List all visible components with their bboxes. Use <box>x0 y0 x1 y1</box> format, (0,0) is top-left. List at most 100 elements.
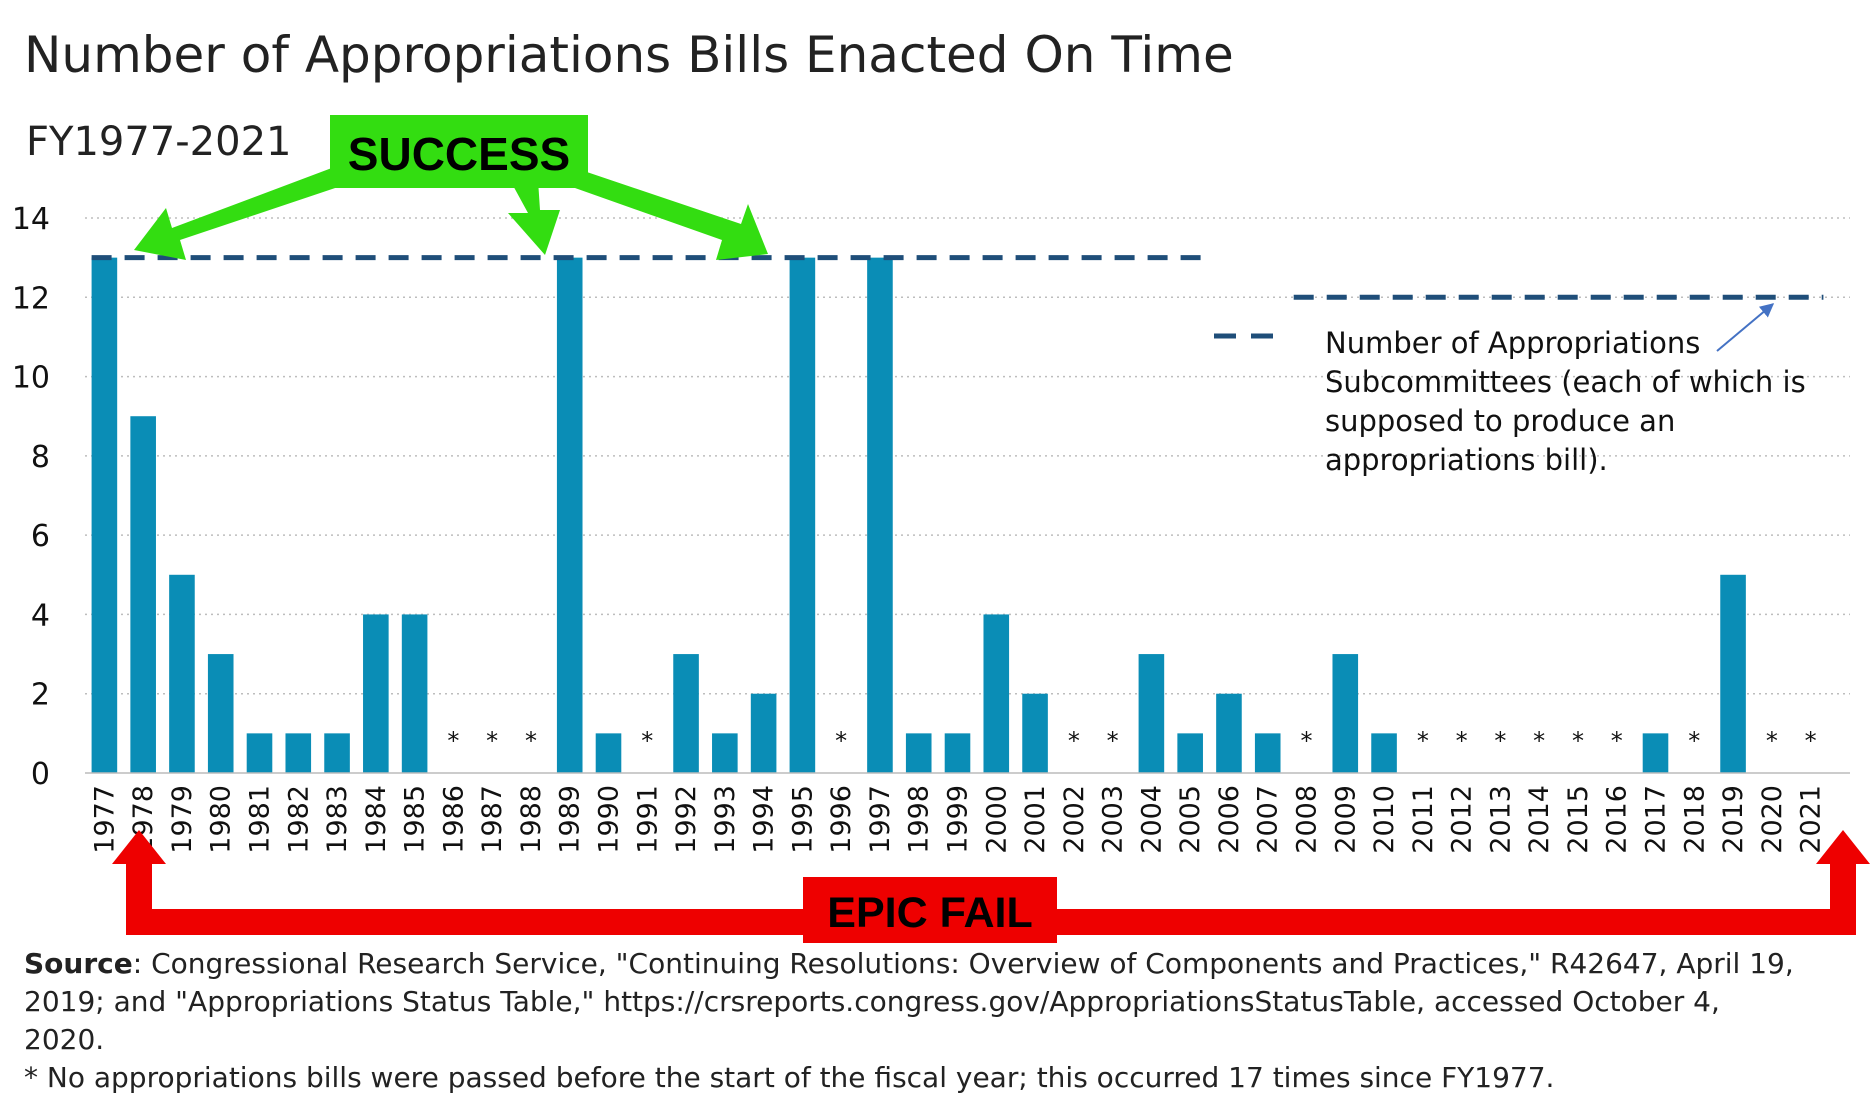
bar <box>867 257 893 774</box>
fail-arrow-left-head <box>112 830 166 864</box>
bar <box>130 416 156 773</box>
source-text-1: : Congressional Research Service, "Conti… <box>133 947 1794 980</box>
legend: Number of Appropriations Subcommittees (… <box>1214 303 1806 477</box>
y-tick-label: 4 <box>31 598 50 633</box>
zero-marker: * <box>486 727 498 755</box>
y-tick-label: 2 <box>31 678 50 713</box>
x-tick-label: 1996 <box>826 785 857 854</box>
bar <box>595 733 622 773</box>
source-line-3: 2020. <box>24 1023 104 1056</box>
source-line-2: 2019; and "Appropriations Status Table,"… <box>24 985 1720 1018</box>
y-tick-label: 8 <box>31 440 50 475</box>
bar <box>750 693 777 773</box>
bar <box>1332 654 1359 773</box>
x-tick-label: 2014 <box>1524 785 1555 854</box>
x-tick-label: 1997 <box>865 785 896 854</box>
x-tick-label: 2013 <box>1485 785 1516 854</box>
fail-label: EPIC FAIL <box>827 889 1032 937</box>
x-tick-label: 1981 <box>245 785 276 854</box>
bar <box>789 257 816 774</box>
bar <box>285 733 312 773</box>
y-tick-label: 0 <box>31 757 50 792</box>
y-tick-label: 12 <box>12 281 50 316</box>
bar <box>363 614 389 773</box>
x-tick-label: 2010 <box>1369 785 1400 854</box>
x-tick-label: 2016 <box>1602 785 1633 854</box>
zero-marker: * <box>1494 727 1506 755</box>
x-axis-tick-labels: 1977 1978 1979 1980 1981 1982 1983 1984 1985 1986… <box>89 785 1826 854</box>
bar <box>1254 733 1281 773</box>
bar <box>944 733 971 773</box>
bar <box>983 614 1010 773</box>
zero-marker: * <box>1107 727 1119 755</box>
x-tick-label: 1984 <box>361 785 392 854</box>
footnote: * No appropriations bills were passed be… <box>24 1061 1554 1094</box>
x-tick-label: 1989 <box>555 785 586 854</box>
x-tick-label: 1990 <box>594 785 625 854</box>
x-tick-label: 2001 <box>1020 785 1051 854</box>
bar <box>91 257 118 774</box>
zero-marker: * <box>447 727 459 755</box>
legend-line-4: appropriations bill). <box>1325 443 1608 477</box>
zero-marker: * <box>1688 727 1700 755</box>
source-note: Source: Congressional Research Service, … <box>24 947 1794 1094</box>
bar <box>1216 693 1242 773</box>
bar <box>1138 654 1165 773</box>
bar <box>712 733 738 773</box>
zero-marker: * <box>1533 727 1545 755</box>
success-arrow-middle <box>508 180 560 255</box>
chart-title: Number of Appropriations Bills Enacted O… <box>24 26 1234 84</box>
bar <box>905 733 932 773</box>
x-tick-label: 2000 <box>981 785 1012 854</box>
bar <box>673 654 699 773</box>
y-axis-tick-labels: 0 2 4 6 8 10 12 14 <box>12 202 50 792</box>
x-tick-label: 1993 <box>710 785 741 854</box>
x-tick-label: 2020 <box>1757 785 1788 854</box>
x-tick-label: 2005 <box>1175 785 1206 854</box>
success-arrow-right <box>575 168 768 260</box>
x-tick-label: 1988 <box>516 785 547 854</box>
x-tick-label: 1992 <box>671 785 702 854</box>
epic-fail-callout: EPIC FAIL <box>112 830 1870 943</box>
zero-marker: * <box>835 727 847 755</box>
zero-marker: * <box>1068 727 1080 755</box>
zero-marker: * <box>1417 727 1429 755</box>
bar <box>324 733 350 773</box>
bar <box>1371 733 1397 773</box>
fail-bar-right-riser <box>1830 862 1856 935</box>
x-tick-label: 1999 <box>943 785 974 854</box>
x-tick-label: 2019 <box>1718 785 1749 854</box>
x-tick-label: 1983 <box>322 785 353 854</box>
success-box <box>330 115 588 188</box>
x-tick-label: 2004 <box>1136 785 1167 854</box>
bar <box>1022 693 1048 773</box>
zero-marker: * <box>641 727 653 755</box>
legend-line-2: Subcommittees (each of which is <box>1325 365 1806 399</box>
x-tick-label: 2015 <box>1563 785 1594 854</box>
x-tick-label: 1987 <box>477 785 508 854</box>
success-arrow-left <box>134 160 353 260</box>
subcommittee-reference-line <box>91 255 1824 300</box>
x-tick-label: 1985 <box>400 785 431 854</box>
fail-arrow-right-head <box>1816 830 1870 864</box>
bars <box>91 257 1746 774</box>
x-tick-label: 1986 <box>438 785 469 854</box>
success-callout: SUCCESS <box>134 115 768 260</box>
bar <box>169 574 195 773</box>
fail-bar-left-riser <box>126 862 152 935</box>
bar <box>246 733 273 773</box>
x-tick-label: 1982 <box>283 785 314 854</box>
zero-marker: * <box>1572 727 1584 755</box>
x-tick-label: 2003 <box>1098 785 1129 854</box>
zero-marker: * <box>525 727 537 755</box>
zero-marker: * <box>1301 727 1313 755</box>
x-tick-label: 1995 <box>787 785 818 854</box>
zero-markers: * * * * * * * * * * * * * * * * * <box>447 727 1816 755</box>
x-tick-label: 2007 <box>1253 785 1284 854</box>
bar <box>1720 574 1746 773</box>
source-line-1: Source: Congressional Research Service, … <box>24 947 1794 980</box>
legend-line-1: Number of Appropriations <box>1325 326 1700 360</box>
x-tick-label: 2008 <box>1292 785 1323 854</box>
y-tick-label: 10 <box>12 361 50 396</box>
